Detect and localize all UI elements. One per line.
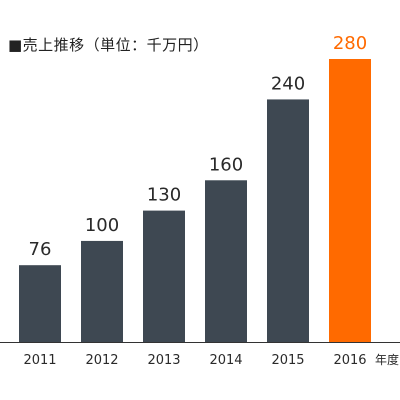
value-labels-group: 76 100 130 160 240 280	[29, 33, 368, 260]
value-label-2013: 130	[147, 185, 181, 206]
x-tick-label-2013: 2013	[147, 353, 180, 368]
x-tick-label-2012: 2012	[85, 353, 118, 368]
bar-2011	[19, 265, 61, 342]
bars-group	[19, 59, 371, 342]
x-tick-label-2011: 2011	[23, 353, 56, 368]
bar-2013	[143, 210, 185, 342]
x-tick-labels-group: 2011 2012 2013 2014 2015 2016	[23, 353, 366, 368]
value-label-2012: 100	[85, 215, 119, 236]
value-label-2016: 280	[333, 33, 367, 54]
chart-title: ■売上推移（単位：千万円）	[8, 36, 209, 54]
x-tick-label-2016: 2016	[333, 353, 366, 368]
value-label-2015: 240	[271, 73, 305, 94]
bar-2015	[267, 99, 309, 342]
value-label-2014: 160	[209, 154, 243, 175]
bar-2012	[81, 240, 123, 342]
value-label-2011: 76	[29, 239, 52, 260]
bar-2016	[329, 59, 371, 342]
x-tick-label-2014: 2014	[209, 353, 242, 368]
bar-2014	[205, 180, 247, 342]
x-tick-label-2015: 2015	[271, 353, 304, 368]
x-axis-unit-label: 年度	[375, 352, 399, 367]
